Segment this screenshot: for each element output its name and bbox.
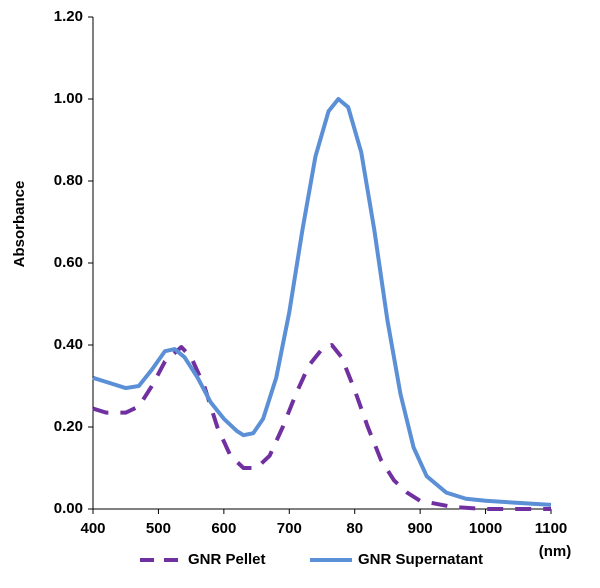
x-tick-label: 900 bbox=[408, 520, 433, 537]
y-tick-label: 0.20 bbox=[54, 418, 83, 435]
legend-label: GNR Supernatant bbox=[358, 551, 483, 568]
y-tick-label: 1.20 bbox=[54, 8, 83, 25]
legend-label: GNR Pellet bbox=[188, 551, 266, 568]
y-tick-label: 1.00 bbox=[54, 90, 83, 107]
y-tick-label: 0.40 bbox=[54, 336, 83, 353]
y-tick-label: 0.80 bbox=[54, 172, 83, 189]
y-axis-label: Absorbance bbox=[11, 181, 28, 268]
x-tick-label: 600 bbox=[211, 520, 236, 537]
x-tick-label: 500 bbox=[146, 520, 171, 537]
x-tick-label: 80 bbox=[346, 520, 363, 537]
series-line bbox=[92, 343, 551, 511]
x-tick-label: 400 bbox=[80, 520, 105, 537]
x-tick-label: 1100 bbox=[535, 520, 568, 537]
y-tick-label: 0.60 bbox=[54, 254, 83, 271]
series-line bbox=[92, 97, 552, 507]
x-tick-label: 1000 bbox=[469, 520, 502, 537]
y-tick-label: 0.00 bbox=[54, 500, 83, 517]
x-tick-label: 700 bbox=[277, 520, 302, 537]
x-axis-label: (nm) bbox=[539, 543, 572, 560]
